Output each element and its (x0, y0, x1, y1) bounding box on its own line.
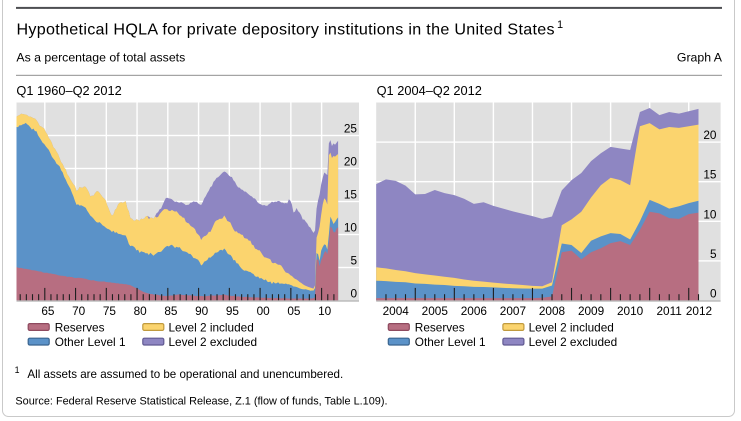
svg-text:Graph A: Graph A (677, 51, 723, 65)
svg-text:20: 20 (703, 128, 717, 142)
svg-text:10: 10 (703, 207, 717, 221)
svg-text:80: 80 (134, 304, 148, 318)
svg-text:Hypothetical HQLA for private: Hypothetical HQLA for private depository… (17, 21, 555, 39)
svg-text:Other Level 1: Other Level 1 (55, 335, 126, 349)
svg-text:Reserves: Reserves (415, 320, 465, 334)
svg-text:0: 0 (710, 287, 717, 301)
svg-text:85: 85 (164, 304, 178, 318)
svg-text:1: 1 (557, 19, 563, 31)
svg-text:Q1 2004–Q2 2012: Q1 2004–Q2 2012 (377, 83, 482, 98)
svg-text:Level 2 excluded: Level 2 excluded (529, 335, 618, 349)
svg-text:Level 2 excluded: Level 2 excluded (169, 335, 258, 349)
svg-text:Level 2 included: Level 2 included (169, 320, 254, 334)
svg-text:2012: 2012 (686, 304, 712, 318)
svg-text:2004: 2004 (383, 304, 410, 318)
svg-text:95: 95 (226, 304, 240, 318)
svg-text:All assets are assumed to be o: All assets are assumed to be operational… (27, 368, 343, 381)
svg-text:15: 15 (703, 168, 717, 182)
svg-text:As a percentage of total asset: As a percentage of total assets (16, 51, 185, 65)
svg-text:05: 05 (287, 304, 301, 318)
svg-text:2006: 2006 (461, 304, 488, 318)
svg-text:1: 1 (15, 365, 20, 375)
svg-text:2009: 2009 (578, 304, 604, 318)
svg-text:Level 2 included: Level 2 included (529, 320, 614, 334)
svg-text:2011: 2011 (657, 304, 682, 318)
svg-text:90: 90 (195, 304, 209, 318)
svg-text:Other Level 1: Other Level 1 (415, 335, 486, 349)
svg-text:65: 65 (41, 304, 55, 318)
svg-text:2008: 2008 (539, 304, 566, 318)
svg-text:Q1 1960–Q2 2012: Q1 1960–Q2 2012 (16, 83, 121, 98)
svg-text:2005: 2005 (422, 304, 449, 318)
svg-text:2010: 2010 (617, 304, 644, 318)
svg-text:5: 5 (710, 247, 717, 261)
svg-text:0: 0 (350, 287, 357, 301)
svg-text:Source: Federal Reserve Statis: Source: Federal Reserve Statistical Rele… (15, 396, 387, 408)
svg-text:20: 20 (344, 155, 358, 169)
svg-text:15: 15 (344, 188, 358, 202)
svg-text:10: 10 (318, 304, 332, 318)
svg-text:25: 25 (344, 122, 358, 136)
svg-text:00: 00 (257, 304, 271, 318)
svg-text:10: 10 (344, 221, 358, 235)
svg-text:5: 5 (350, 254, 357, 268)
svg-text:2007: 2007 (500, 304, 526, 318)
svg-text:Reserves: Reserves (55, 320, 105, 334)
svg-text:75: 75 (103, 304, 117, 318)
svg-text:70: 70 (72, 304, 86, 318)
